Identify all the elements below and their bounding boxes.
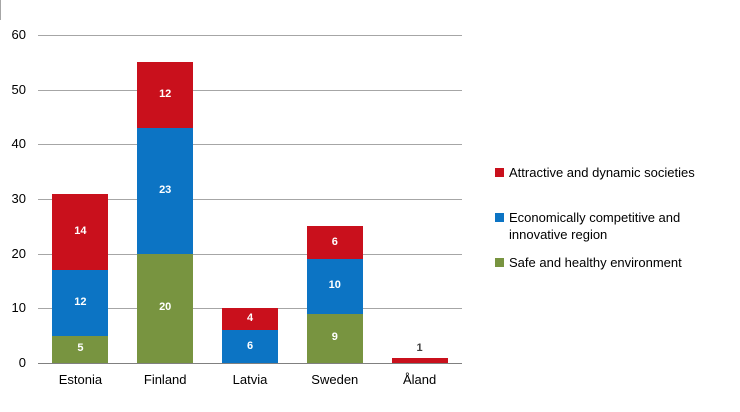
legend-item: Safe and healthy environment — [495, 254, 737, 271]
bar-segment: 5 — [52, 335, 109, 363]
chart-border-fragment — [0, 0, 1, 20]
legend-swatch-icon — [495, 168, 504, 177]
bar-segment-label: 5 — [77, 342, 84, 355]
legend-item: Economically competitive and innovative … — [495, 209, 737, 243]
legend-label: Safe and healthy environment — [509, 255, 682, 270]
legend-label: Attractive and dynamic societies — [509, 165, 695, 180]
legend: Attractive and dynamic societies Economic… — [495, 164, 737, 271]
bar-segment: 9 — [306, 313, 363, 363]
legend-swatch-icon — [495, 213, 504, 222]
bar-segment: 20 — [137, 253, 194, 363]
category-label: Latvia — [232, 372, 268, 387]
y-tick-label: 60 — [11, 27, 26, 42]
bar-segment — [391, 357, 448, 363]
bar-segment: 23 — [137, 127, 194, 254]
bar-segment-label: 4 — [246, 312, 254, 325]
bar-segment-label: 9 — [331, 331, 338, 344]
bar-segment-label: 6 — [331, 235, 338, 248]
bar-segment: 6 — [306, 226, 363, 260]
gridline — [38, 89, 462, 91]
y-tick-label: 0 — [18, 355, 26, 370]
gridline — [38, 199, 462, 200]
y-tick-label: 40 — [11, 136, 26, 152]
category-label: Estonia — [58, 372, 103, 387]
gridline — [38, 144, 462, 146]
bar-segment: 12 — [137, 62, 194, 128]
bar-segment: 6 — [222, 330, 278, 363]
bar-segment: 10 — [306, 259, 363, 314]
y-tick-label: 10 — [11, 300, 26, 316]
gridline — [38, 253, 462, 255]
category-label: Finland — [143, 372, 187, 387]
bar-segment: 12 — [52, 270, 109, 336]
bar-segment-label: 12 — [159, 88, 172, 101]
legend-swatch-icon — [495, 258, 504, 267]
legend-label: Economically competitive and innovative … — [509, 210, 681, 242]
bar-segment: 4 — [222, 308, 278, 331]
bar-segment-label: 10 — [328, 279, 341, 292]
bar-segment: 14 — [52, 193, 109, 271]
y-tick-label: 50 — [11, 81, 26, 97]
legend-item: Attractive and dynamic societies — [495, 164, 737, 181]
x-axis-line — [38, 363, 462, 364]
bar-segment-label: 6 — [246, 339, 254, 352]
category-label: Åland — [402, 372, 437, 387]
bar-outside-label: 1 — [416, 341, 423, 354]
category-label: Sweden — [311, 372, 359, 387]
bar-segment-label: 14 — [74, 224, 87, 237]
y-tick-label: 20 — [11, 245, 26, 261]
gridline — [38, 35, 462, 36]
bar-segment-label: 23 — [159, 183, 172, 196]
bar-segment-label: 12 — [74, 295, 87, 308]
y-tick-label: 30 — [11, 191, 26, 206]
bar-segment-label: 20 — [159, 301, 172, 314]
